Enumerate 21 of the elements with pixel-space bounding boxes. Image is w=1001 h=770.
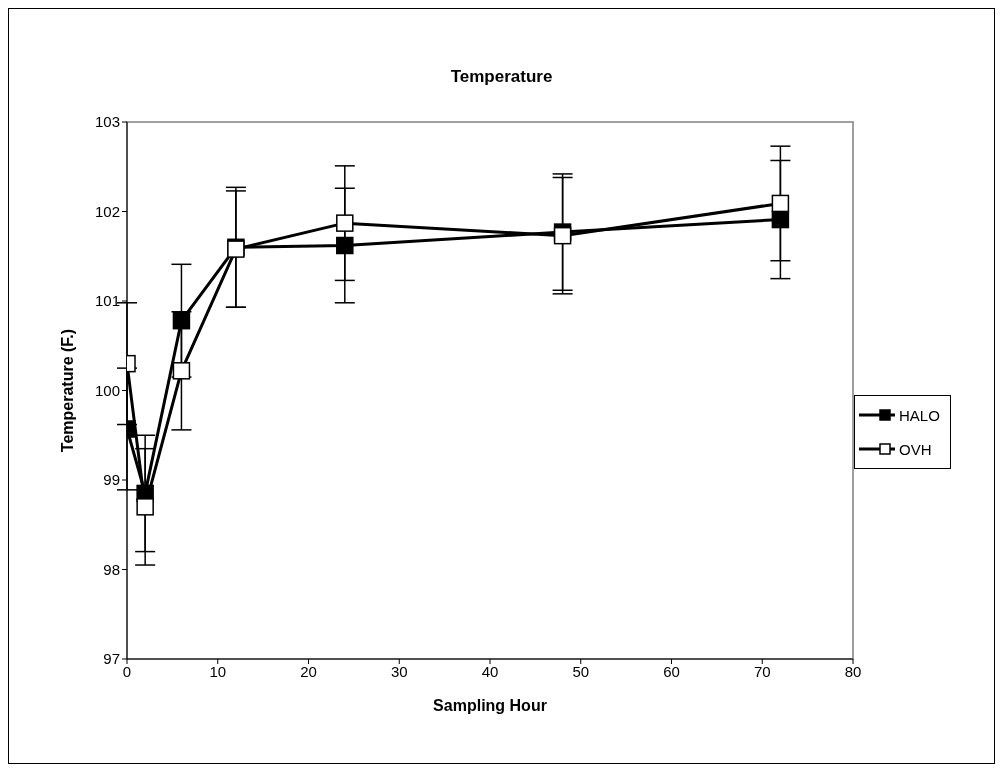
y-tick-label: 98 — [103, 560, 120, 578]
x-tick-label: 70 — [753, 662, 771, 680]
x-tick-label: 40 — [481, 662, 499, 680]
x-tick-label: 10 — [209, 662, 227, 680]
x-axis-title: Sampling Hour — [433, 697, 547, 714]
y-tick-label: 102 — [94, 202, 120, 220]
legend-label: HALO — [899, 406, 940, 424]
x-tick-label: 50 — [572, 662, 590, 680]
x-tick-label: 30 — [390, 662, 408, 680]
x-tick-label: 0 — [122, 662, 132, 680]
y-tick-label: 101 — [94, 292, 120, 310]
legend-label: OVH — [899, 440, 932, 458]
y-tick-label: 99 — [103, 471, 120, 489]
x-tick-label: 80 — [844, 662, 862, 680]
y-axis-title: Temperature (F.) — [58, 328, 76, 453]
y-tick-label: 100 — [94, 381, 120, 399]
x-tick-label: 60 — [663, 662, 680, 680]
chart-title: Temperature — [449, 67, 554, 87]
y-tick-label: 97 — [103, 650, 120, 668]
y-tick-label: 103 — [94, 113, 120, 131]
x-tick-label: 20 — [300, 662, 317, 680]
